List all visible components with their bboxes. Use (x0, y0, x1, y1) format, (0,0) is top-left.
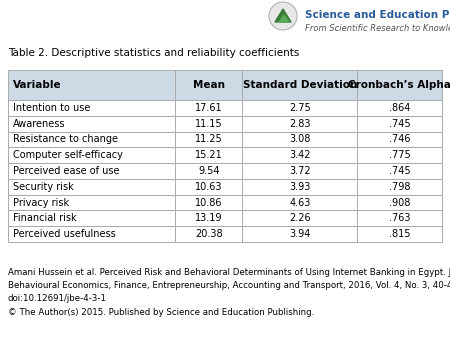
Text: 2.75: 2.75 (289, 103, 311, 113)
Bar (175, 226, 243, 242)
Text: Perceived usefulness: Perceived usefulness (13, 229, 116, 239)
Bar (175, 211, 243, 226)
Text: .775: .775 (389, 150, 410, 160)
Text: 10.86: 10.86 (195, 197, 222, 208)
Text: .745: .745 (389, 119, 410, 129)
Bar (8, 195, 175, 211)
Bar (243, 179, 357, 195)
Text: Science and Education Publishing: Science and Education Publishing (305, 10, 450, 20)
Bar (8, 70, 175, 100)
Text: 11.25: 11.25 (195, 135, 223, 144)
Text: Resistance to change: Resistance to change (13, 135, 118, 144)
Text: Privacy risk: Privacy risk (13, 197, 69, 208)
Bar (175, 70, 243, 100)
Bar (8, 131, 175, 147)
Text: 11.15: 11.15 (195, 119, 223, 129)
Text: 2.26: 2.26 (289, 213, 310, 223)
Text: Standard Deviation: Standard Deviation (243, 80, 357, 90)
Text: Security risk: Security risk (13, 182, 74, 192)
Bar (357, 226, 442, 242)
Bar (8, 163, 175, 179)
Text: Cronbach’s Alpha: Cronbach’s Alpha (348, 80, 450, 90)
Bar (357, 211, 442, 226)
Text: .798: .798 (389, 182, 410, 192)
Text: 15.21: 15.21 (195, 150, 223, 160)
Circle shape (269, 2, 297, 30)
Bar (357, 179, 442, 195)
Bar (175, 179, 243, 195)
Text: .763: .763 (389, 213, 410, 223)
Text: Perceived ease of use: Perceived ease of use (13, 166, 120, 176)
Text: .908: .908 (389, 197, 410, 208)
Text: Table 2. Descriptive statistics and reliability coefficients: Table 2. Descriptive statistics and reli… (8, 48, 299, 58)
Bar (175, 195, 243, 211)
Text: 3.42: 3.42 (289, 150, 310, 160)
Text: 3.94: 3.94 (289, 229, 310, 239)
Bar (357, 116, 442, 131)
Bar (243, 226, 357, 242)
Text: Financial risk: Financial risk (13, 213, 76, 223)
Text: Amani Hussein et al. Perceived Risk and Behavioral Determinants of Using Interne: Amani Hussein et al. Perceived Risk and … (8, 268, 450, 317)
Text: 17.61: 17.61 (195, 103, 223, 113)
Bar (357, 100, 442, 116)
Text: 10.63: 10.63 (195, 182, 222, 192)
Polygon shape (279, 15, 289, 22)
Bar (175, 116, 243, 131)
Bar (243, 195, 357, 211)
Text: 9.54: 9.54 (198, 166, 220, 176)
Bar (8, 100, 175, 116)
Text: 2.83: 2.83 (289, 119, 310, 129)
Bar (243, 163, 357, 179)
Text: 3.08: 3.08 (289, 135, 310, 144)
Text: .864: .864 (389, 103, 410, 113)
Text: Intention to use: Intention to use (13, 103, 90, 113)
Bar (175, 163, 243, 179)
Text: 4.63: 4.63 (289, 197, 310, 208)
Text: .745: .745 (389, 166, 410, 176)
Bar (8, 226, 175, 242)
Text: Computer self-efficacy: Computer self-efficacy (13, 150, 123, 160)
Bar (243, 147, 357, 163)
Bar (243, 116, 357, 131)
Bar (357, 195, 442, 211)
Polygon shape (275, 9, 291, 22)
Bar (175, 147, 243, 163)
Text: From Scientific Research to Knowledge: From Scientific Research to Knowledge (305, 24, 450, 33)
Text: 3.93: 3.93 (289, 182, 310, 192)
Bar (8, 211, 175, 226)
Bar (8, 116, 175, 131)
Text: .815: .815 (389, 229, 410, 239)
Bar (175, 100, 243, 116)
Bar (243, 131, 357, 147)
Text: 13.19: 13.19 (195, 213, 222, 223)
Bar (357, 147, 442, 163)
Bar (175, 131, 243, 147)
Text: 20.38: 20.38 (195, 229, 223, 239)
Text: Variable: Variable (13, 80, 62, 90)
Bar (243, 70, 357, 100)
Text: Mean: Mean (193, 80, 225, 90)
Bar (357, 163, 442, 179)
Text: Awareness: Awareness (13, 119, 66, 129)
Bar (8, 147, 175, 163)
Bar (357, 131, 442, 147)
Text: .746: .746 (389, 135, 410, 144)
Bar (357, 70, 442, 100)
Text: 3.72: 3.72 (289, 166, 310, 176)
Bar (243, 211, 357, 226)
Bar (8, 179, 175, 195)
Bar (243, 100, 357, 116)
